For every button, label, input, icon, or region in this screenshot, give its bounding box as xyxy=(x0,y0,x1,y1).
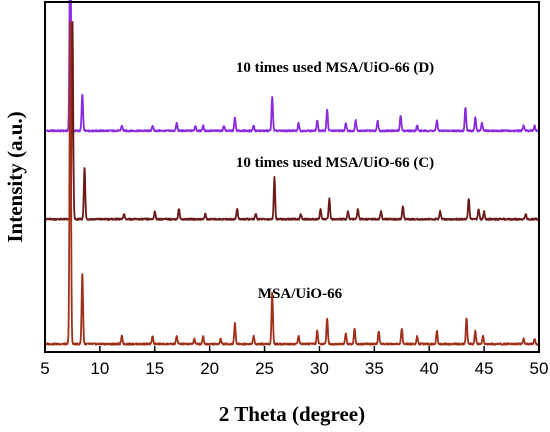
series-labels: 10 times used MSA/UiO-66 (D) 10 times use… xyxy=(236,60,434,302)
x-tick-label: 45 xyxy=(475,359,494,378)
plot-frame xyxy=(44,1,540,353)
x-tick-label: 50 xyxy=(530,359,549,378)
series-layer xyxy=(44,0,540,346)
series-line-1 xyxy=(44,0,540,133)
x-axis-label: 2 Theta (degree) xyxy=(219,402,365,426)
x-tick-label: 35 xyxy=(365,359,384,378)
series-label-3: MSA/UiO-66 xyxy=(258,286,343,302)
series-label-2: 10 times used MSA/UiO-66 (C) xyxy=(236,155,434,171)
x-tick-label: 5 xyxy=(40,359,49,378)
x-tick-label: 15 xyxy=(145,359,164,378)
series-label-1: 10 times used MSA/UiO-66 (D) xyxy=(236,60,434,76)
y-axis-label: Intensity (a.u.) xyxy=(3,111,27,242)
x-tick-label: 10 xyxy=(90,359,109,378)
series-line-3 xyxy=(44,20,540,346)
x-tick-label: 40 xyxy=(420,359,439,378)
x-tick-label: 20 xyxy=(200,359,219,378)
x-tick-label: 30 xyxy=(310,359,329,378)
x-tick-label: 25 xyxy=(255,359,274,378)
x-axis-ticks: 5 10 15 20 25 30 35 40 45 50 xyxy=(40,346,548,378)
series-line-2 xyxy=(44,21,540,221)
